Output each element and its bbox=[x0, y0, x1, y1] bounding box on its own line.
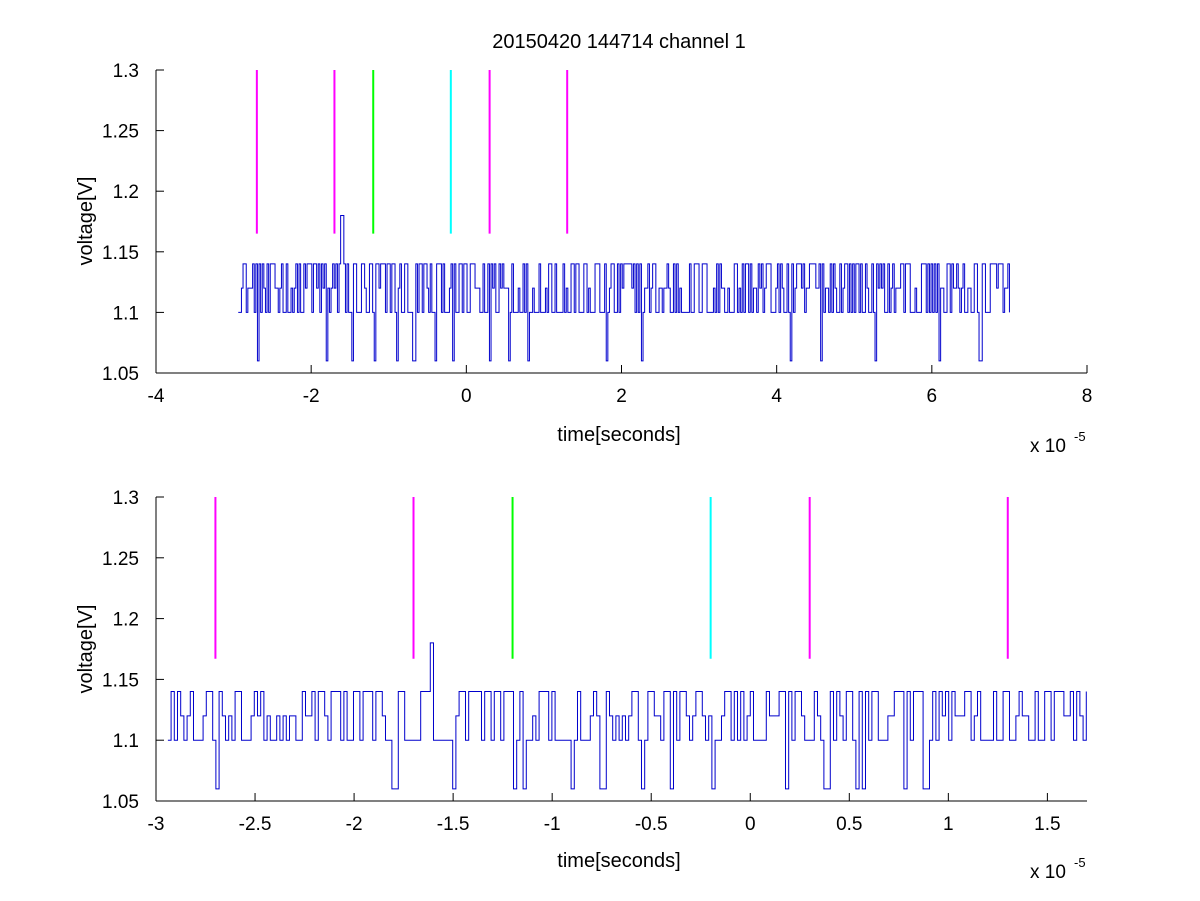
x-tick-label: -2.5 bbox=[239, 814, 272, 835]
signal-trace bbox=[238, 214, 1010, 362]
chart-title: 20150420 144714 channel 1 bbox=[492, 31, 746, 53]
y-tick-label: 1.25 bbox=[102, 122, 139, 143]
x-exponent-label: x 10 bbox=[1030, 862, 1066, 883]
x-tick-label: 2 bbox=[616, 386, 627, 407]
plot-area-top: -4 -2 0 2 4 6 8 1.05 1.1 1.15 1.2 1.25 1.3 bbox=[102, 61, 1092, 407]
x-tick-label: 0.5 bbox=[836, 814, 862, 835]
chart-top: 20150420 144714 channel 1 -4 -2 0 2 4 6 8 1.05 1… bbox=[75, 31, 1092, 457]
x-tick-label: -0.5 bbox=[635, 814, 668, 835]
y-tick-label: 1.15 bbox=[102, 670, 139, 691]
y-axis-label: voltage[V] bbox=[75, 605, 97, 694]
y-tick-label: 1.1 bbox=[113, 731, 139, 752]
x-tick-label: 1 bbox=[943, 814, 954, 835]
y-tick-label: 1.2 bbox=[113, 610, 139, 631]
x-axis-label: time[seconds] bbox=[557, 424, 680, 446]
x-tick-label: -2 bbox=[303, 386, 320, 407]
signal-trace bbox=[167, 642, 1087, 790]
x-tick-label: -1 bbox=[544, 814, 561, 835]
x-tick-label: -2 bbox=[346, 814, 363, 835]
x-tick-label: 4 bbox=[771, 386, 782, 407]
x-tick-label: 6 bbox=[927, 386, 938, 407]
y-tick-label: 1.1 bbox=[113, 303, 139, 324]
y-tick-label: 1.3 bbox=[113, 61, 139, 82]
plot-area-bottom: -3 -2.5 -2 -1.5 -1 -0.5 0 0.5 1 1.5 1.05 1.1 1.15 1.2… bbox=[102, 488, 1087, 835]
chart-bottom: -3 -2.5 -2 -1.5 -1 -0.5 0 0.5 1 1.5 1.05 1.1 1.15 1.2… bbox=[75, 488, 1087, 883]
y-tick-label: 1.3 bbox=[113, 488, 139, 509]
x-exponent-power: -5 bbox=[1074, 855, 1086, 870]
y-tick-label: 1.15 bbox=[102, 243, 139, 264]
x-tick-label: -1.5 bbox=[437, 814, 470, 835]
y-tick-label: 1.2 bbox=[113, 182, 139, 203]
x-tick-label: -3 bbox=[148, 814, 165, 835]
y-tick-label: 1.25 bbox=[102, 549, 139, 570]
x-exponent-label: x 10 bbox=[1030, 436, 1066, 457]
x-tick-label: -4 bbox=[148, 386, 165, 407]
x-tick-label: 8 bbox=[1082, 386, 1093, 407]
x-tick-label: 0 bbox=[461, 386, 472, 407]
y-tick-label: 1.05 bbox=[102, 364, 139, 385]
x-axis-label: time[seconds] bbox=[557, 850, 680, 872]
y-tick-label: 1.05 bbox=[102, 792, 139, 813]
y-axis-label: voltage[V] bbox=[75, 177, 97, 266]
x-tick-label: 0 bbox=[745, 814, 756, 835]
x-exponent-power: -5 bbox=[1074, 429, 1086, 444]
x-tick-label: 1.5 bbox=[1034, 814, 1060, 835]
